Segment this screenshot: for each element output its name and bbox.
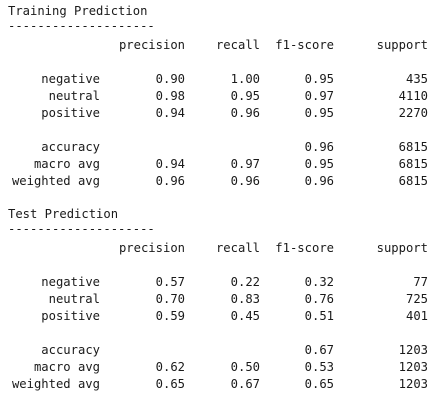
recall-value: 0.95	[230, 89, 260, 103]
title-underline: --------------------	[8, 222, 155, 236]
f1-value: 0.95	[304, 72, 334, 86]
header-support: support	[376, 38, 428, 52]
f1-value: 0.67	[304, 343, 334, 357]
header-f1-score: f1-score	[275, 241, 334, 255]
f1-value: 0.96	[304, 140, 334, 154]
header-f1-score: f1-score	[275, 38, 334, 52]
f1-value: 0.97	[304, 89, 334, 103]
row-label: macro avg	[33, 157, 100, 171]
row-label: negative	[41, 72, 100, 86]
precision-value: 0.90	[155, 72, 185, 86]
recall-value: 0.50	[230, 360, 260, 374]
precision-value: 0.70	[155, 292, 185, 306]
recall-value: 0.97	[230, 157, 260, 171]
precision-value: 0.96	[155, 174, 185, 188]
f1-value: 0.53	[304, 360, 334, 374]
precision-value: 0.62	[155, 360, 185, 374]
header-support: support	[376, 241, 428, 255]
f1-value: 0.65	[304, 377, 334, 391]
row-label: positive	[41, 106, 100, 120]
recall-value: 0.96	[230, 174, 260, 188]
header-precision: precision	[118, 241, 185, 255]
recall-value: 0.22	[230, 275, 260, 289]
f1-value: 0.51	[304, 309, 334, 323]
precision-value: 0.94	[155, 157, 185, 171]
row-label: positive	[41, 309, 100, 323]
f1-value: 0.32	[304, 275, 334, 289]
support-value: 1203	[398, 360, 428, 374]
precision-value: 0.65	[155, 377, 185, 391]
precision-value: 0.98	[155, 89, 185, 103]
f1-value: 0.95	[304, 106, 334, 120]
support-value: 6815	[398, 140, 428, 154]
header-recall: recall	[215, 241, 260, 255]
precision-value: 0.59	[155, 309, 185, 323]
support-value: 725	[405, 292, 428, 306]
recall-value: 0.67	[230, 377, 260, 391]
support-value: 77	[413, 275, 428, 289]
f1-value: 0.76	[304, 292, 334, 306]
support-value: 435	[405, 72, 428, 86]
header-recall: recall	[215, 38, 260, 52]
support-value: 4110	[398, 89, 428, 103]
row-label: negative	[41, 275, 100, 289]
recall-value: 0.45	[230, 309, 260, 323]
recall-value: 1.00	[230, 72, 260, 86]
row-label: neutral	[48, 89, 100, 103]
row-label: weighted avg	[11, 377, 100, 391]
report-title: Test Prediction	[8, 207, 119, 221]
recall-value: 0.96	[230, 106, 260, 120]
row-label: weighted avg	[11, 174, 100, 188]
recall-value: 0.83	[230, 292, 260, 306]
support-value: 1203	[398, 377, 428, 391]
precision-value: 0.94	[155, 106, 185, 120]
f1-value: 0.96	[304, 174, 334, 188]
support-value: 6815	[398, 174, 428, 188]
row-label: macro avg	[33, 360, 100, 374]
row-label: accuracy	[41, 343, 100, 357]
f1-value: 0.95	[304, 157, 334, 171]
report-title: Training Prediction	[8, 4, 148, 18]
support-value: 6815	[398, 157, 428, 171]
support-value: 2270	[398, 106, 428, 120]
precision-value: 0.57	[155, 275, 185, 289]
support-value: 1203	[398, 343, 428, 357]
row-label: neutral	[48, 292, 100, 306]
header-precision: precision	[118, 38, 185, 52]
title-underline: --------------------	[8, 19, 155, 33]
row-label: accuracy	[41, 140, 100, 154]
support-value: 401	[405, 309, 428, 323]
